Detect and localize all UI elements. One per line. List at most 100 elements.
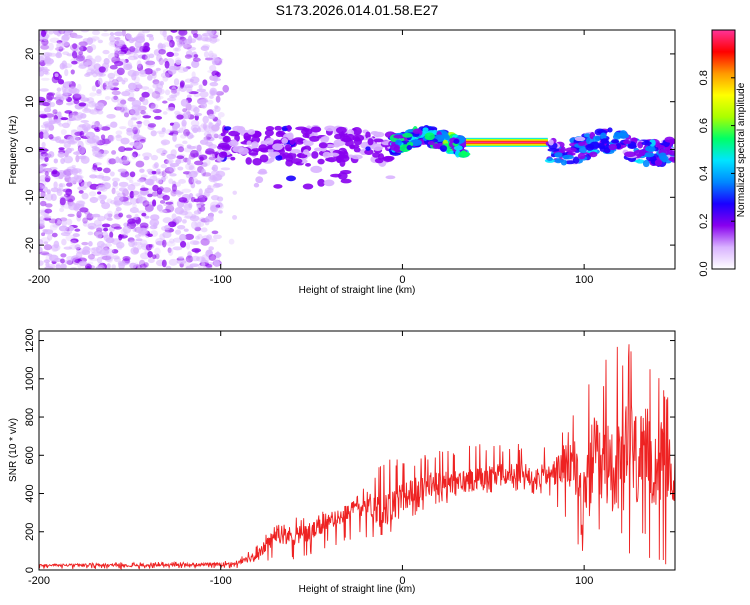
spectrogram-cell	[453, 145, 463, 151]
spectrogram-cell	[46, 234, 53, 241]
spectrogram-cell	[664, 136, 675, 143]
spectrogram-cell	[191, 255, 200, 262]
spectrogram-cell	[198, 196, 206, 204]
spectrogram-cell	[148, 53, 155, 59]
spectrogram-cell	[73, 99, 80, 105]
spectrogram-cell	[207, 30, 215, 36]
spectrogram-cell	[55, 264, 61, 269]
spectrogram-cell	[89, 92, 97, 97]
spectrogram-cell	[211, 164, 218, 172]
spectrogram-cell	[82, 246, 91, 253]
spectrogram-cell	[118, 212, 124, 218]
spectrogram-cell	[48, 30, 55, 35]
spectrogram-cell	[113, 44, 123, 49]
spectrogram-cell	[218, 151, 228, 158]
spectrogram-cell	[153, 49, 161, 56]
spectrogram-cell	[176, 225, 186, 230]
spectrogram-cell	[98, 124, 103, 131]
spectrogram-cell	[96, 109, 104, 115]
spectrogram-cell	[129, 171, 136, 178]
spectrogram-cell	[94, 153, 103, 158]
spectrogram-cell	[142, 115, 152, 119]
spectrogram-cell	[326, 157, 337, 163]
spectrogram-cell	[39, 260, 44, 266]
spectrogram-cell	[44, 175, 51, 182]
spectrogram-cell	[88, 100, 97, 108]
spectrogram-cell	[49, 254, 59, 262]
spectrogram-cell	[39, 187, 43, 193]
spectrogram-cell	[245, 157, 252, 165]
spectrogram-cell	[39, 55, 45, 63]
spectrogram-cell	[169, 162, 180, 167]
spectrogram-cell	[65, 30, 73, 34]
spectrogram-cell	[310, 126, 322, 133]
snr-ytick-label: 0	[24, 567, 36, 573]
spectrogram-cell	[96, 240, 105, 248]
snr-ytick-label: 800	[24, 408, 36, 426]
spectrogram-cell	[309, 135, 320, 142]
spectrogram-cell	[156, 147, 167, 154]
spectrogram-cell	[56, 41, 65, 50]
spectrogram-cell	[43, 36, 49, 42]
spectrogram-xlabel: Height of straight line (km)	[299, 285, 416, 296]
spectrogram-cell	[213, 259, 220, 267]
spectrogram-cell	[177, 41, 182, 49]
spectrogram-cell	[101, 255, 112, 261]
spectrogram-cell	[147, 251, 153, 258]
spectrogram-cell	[223, 126, 232, 131]
spectrogram-cell	[65, 188, 73, 196]
spectrogram-cell	[372, 152, 381, 158]
spectrogram-cell	[412, 128, 421, 134]
spectrogram-cell	[132, 151, 138, 158]
spectrogram-cell	[198, 84, 203, 90]
spectrogram-cell	[57, 111, 62, 118]
spectrogram-cell	[109, 64, 118, 70]
snr-ytick-label: 400	[24, 484, 36, 502]
spectrogram-blobs	[39, 30, 675, 269]
spectrogram-cell	[60, 263, 67, 269]
spectrogram-cell	[59, 197, 66, 206]
spectrogram-cell	[206, 136, 215, 141]
spectrogram-cell	[218, 210, 223, 214]
spectrogram-cell	[165, 166, 173, 172]
spectrogram-cell	[215, 204, 221, 208]
spectrogram-cell	[78, 124, 87, 128]
spectrogram-cell	[115, 134, 123, 142]
spectrogram-cell	[80, 119, 89, 123]
spectrogram-cell	[164, 167, 175, 174]
spectrogram-cell	[123, 112, 130, 118]
spectrogram-cell	[210, 127, 219, 133]
spectrogram-cell	[276, 130, 285, 136]
spectrogram-cell	[192, 240, 200, 246]
spectrogram-cell	[137, 194, 143, 203]
spectrogram-cell	[668, 150, 675, 156]
spectrogram-cell	[140, 174, 148, 179]
spectrogram-cell	[152, 199, 157, 207]
spectrogram-cell	[188, 176, 195, 185]
spectrogram-cell	[49, 223, 58, 231]
spectrogram-cell	[313, 147, 323, 152]
spectrogram-cell	[565, 147, 577, 153]
spectrogram-cell	[189, 105, 198, 112]
spectrogram-cell	[193, 210, 201, 215]
spectrogram-cell	[111, 79, 119, 87]
spectrogram-cell	[81, 192, 89, 200]
spectrogram-cell	[207, 99, 214, 105]
spectrogram-cell	[186, 157, 191, 166]
spectrogram-cell	[133, 53, 139, 60]
spectrogram-cell	[214, 105, 219, 110]
spectrogram-cell	[106, 210, 113, 217]
spectrogram-cell	[78, 51, 84, 56]
spectrogram-cell	[116, 67, 125, 76]
spectrogram-cell	[200, 102, 208, 109]
spectrogram-cell	[118, 187, 128, 192]
spectrogram-cell	[105, 237, 115, 244]
colorbar-ticks: 0.0 0.2 0.4 0.6 0.8	[698, 70, 735, 277]
spectrogram-cell	[56, 219, 62, 224]
spectrogram-cell	[158, 130, 165, 138]
spectrogram-cell	[64, 229, 73, 235]
spectrogram-cell	[101, 175, 111, 182]
spectrogram-cell	[185, 50, 194, 58]
snr-series-line	[39, 344, 675, 570]
